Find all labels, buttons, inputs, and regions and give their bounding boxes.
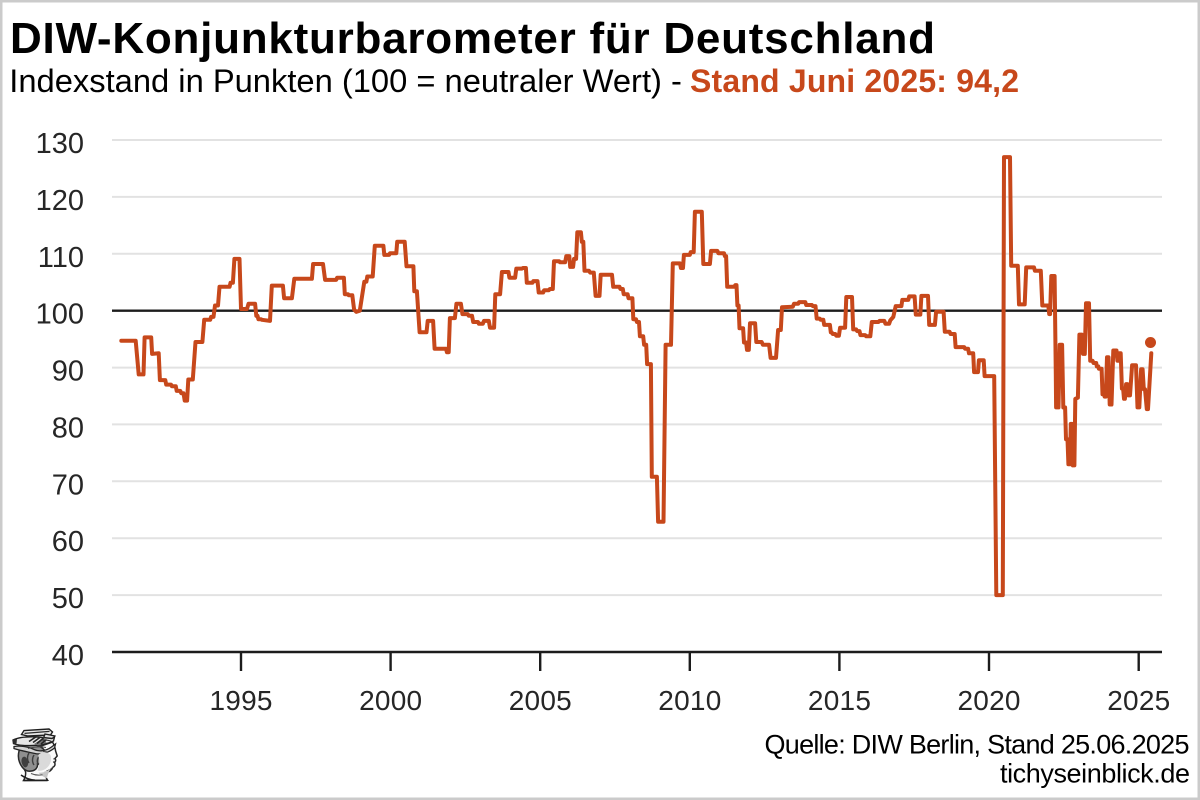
svg-text:Quelle: DIW Berlin, Stand 25.0: Quelle: DIW Berlin, Stand 25.06.2025 <box>765 730 1190 760</box>
svg-text:110: 110 <box>38 242 84 274</box>
svg-text:90: 90 <box>52 356 84 388</box>
svg-text:DIW-Konjunkturbarometer für De: DIW-Konjunkturbarometer für Deutschland <box>10 14 935 63</box>
svg-text:60: 60 <box>52 526 84 558</box>
svg-text:120: 120 <box>36 185 84 217</box>
svg-text:tichyseinblick.de: tichyseinblick.de <box>1000 759 1190 789</box>
svg-text:2015: 2015 <box>808 685 871 716</box>
svg-text:2020: 2020 <box>958 685 1021 716</box>
svg-text:50: 50 <box>52 583 84 615</box>
svg-text:130: 130 <box>36 128 84 160</box>
svg-text:Indexstand in Punkten (100 = n: Indexstand in Punkten (100 = neutraler W… <box>9 62 682 99</box>
svg-text:70: 70 <box>52 469 84 501</box>
svg-text:2010: 2010 <box>658 685 721 716</box>
svg-text:2005: 2005 <box>509 685 572 716</box>
svg-text:100: 100 <box>36 299 84 331</box>
svg-text:80: 80 <box>52 412 84 444</box>
svg-text:2025: 2025 <box>1107 685 1170 716</box>
svg-text:1995: 1995 <box>210 685 273 716</box>
svg-text:Stand Juni 2025: 94,2: Stand Juni 2025: 94,2 <box>690 63 1019 99</box>
svg-text:2000: 2000 <box>359 685 422 716</box>
svg-text:40: 40 <box>52 640 84 672</box>
